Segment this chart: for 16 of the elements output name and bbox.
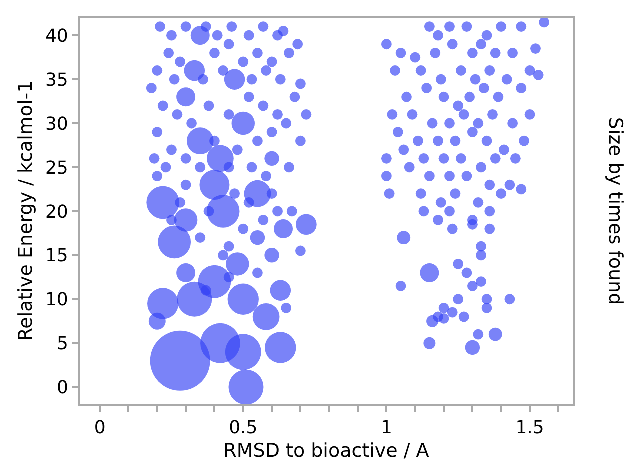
- y-tick-label: 25: [45, 158, 68, 179]
- y-tick-label: 15: [45, 246, 68, 267]
- y-tick-label: 30: [45, 114, 68, 135]
- y-tick-label: 20: [45, 202, 68, 223]
- y-axis-title: Relative Energy / kcalmol-1: [14, 80, 37, 342]
- x-tick-label: 1.5: [516, 418, 544, 439]
- y-tick-label: 35: [45, 70, 68, 91]
- y-tick-label: 10: [45, 290, 68, 311]
- y-tick-label: 40: [45, 26, 68, 47]
- text: Size by times found: [604, 117, 627, 306]
- x-axis-title: RMSD to bioactive / A: [224, 440, 430, 462]
- x-tick-label: 0: [94, 418, 106, 439]
- x-tick-label: 0.5: [229, 418, 258, 439]
- y-tick-label: 0: [56, 378, 68, 399]
- x-tick-label: 1: [380, 418, 392, 439]
- y-tick-label: 5: [56, 334, 68, 355]
